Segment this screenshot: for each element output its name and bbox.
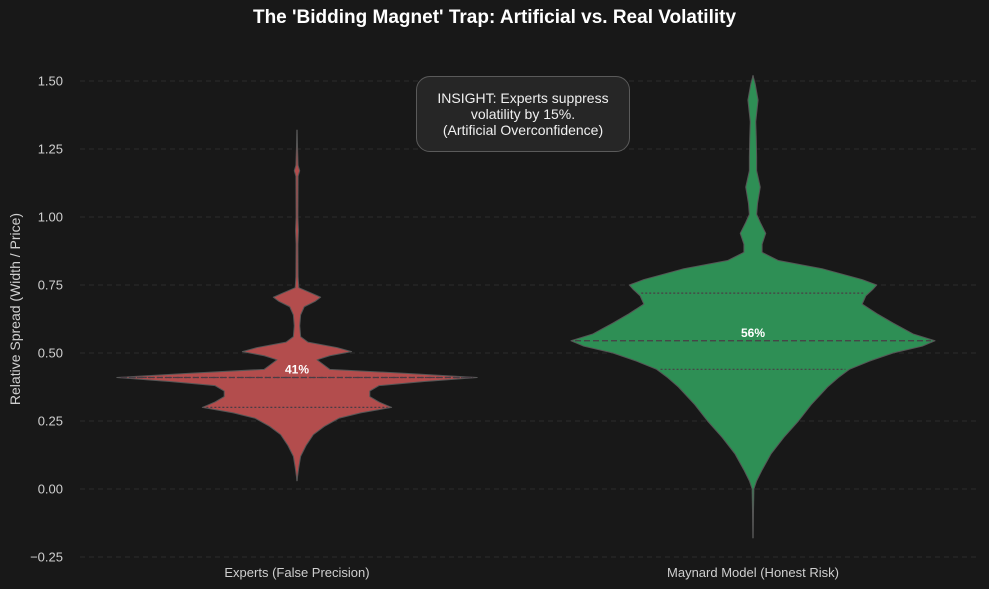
chart-title: The 'Bidding Magnet' Trap: Artificial vs… — [252, 7, 737, 28]
insight-line-3: (Artificial Overconfidence) — [442, 122, 604, 138]
y-tick-label: 0.25 — [38, 414, 63, 429]
insight-annotation: INSIGHT: Experts suppress volatility by … — [416, 76, 630, 152]
insight-line-1: INSIGHT: Experts suppress — [437, 90, 609, 106]
y-tick-label: 1.50 — [38, 74, 63, 89]
median-label: 56% — [741, 326, 765, 340]
y-tick-label: 0.00 — [38, 482, 63, 497]
y-tick-label: 0.50 — [38, 346, 63, 361]
violin-body — [116, 129, 478, 482]
y-tick-label: 1.25 — [38, 142, 63, 157]
x-tick-label: Experts (False Precision) — [224, 565, 369, 580]
y-tick-label: −0.25 — [30, 550, 63, 565]
y-tick-label: 1.00 — [38, 210, 63, 225]
median-label: 41% — [285, 362, 309, 376]
y-tick-label: 0.75 — [38, 278, 63, 293]
violin-body — [570, 75, 936, 539]
y-axis-label: Relative Spread (Width / Price) — [7, 213, 23, 405]
x-tick-label: Maynard Model (Honest Risk) — [667, 565, 839, 580]
insight-line-2: volatility by 15%. — [470, 106, 576, 122]
